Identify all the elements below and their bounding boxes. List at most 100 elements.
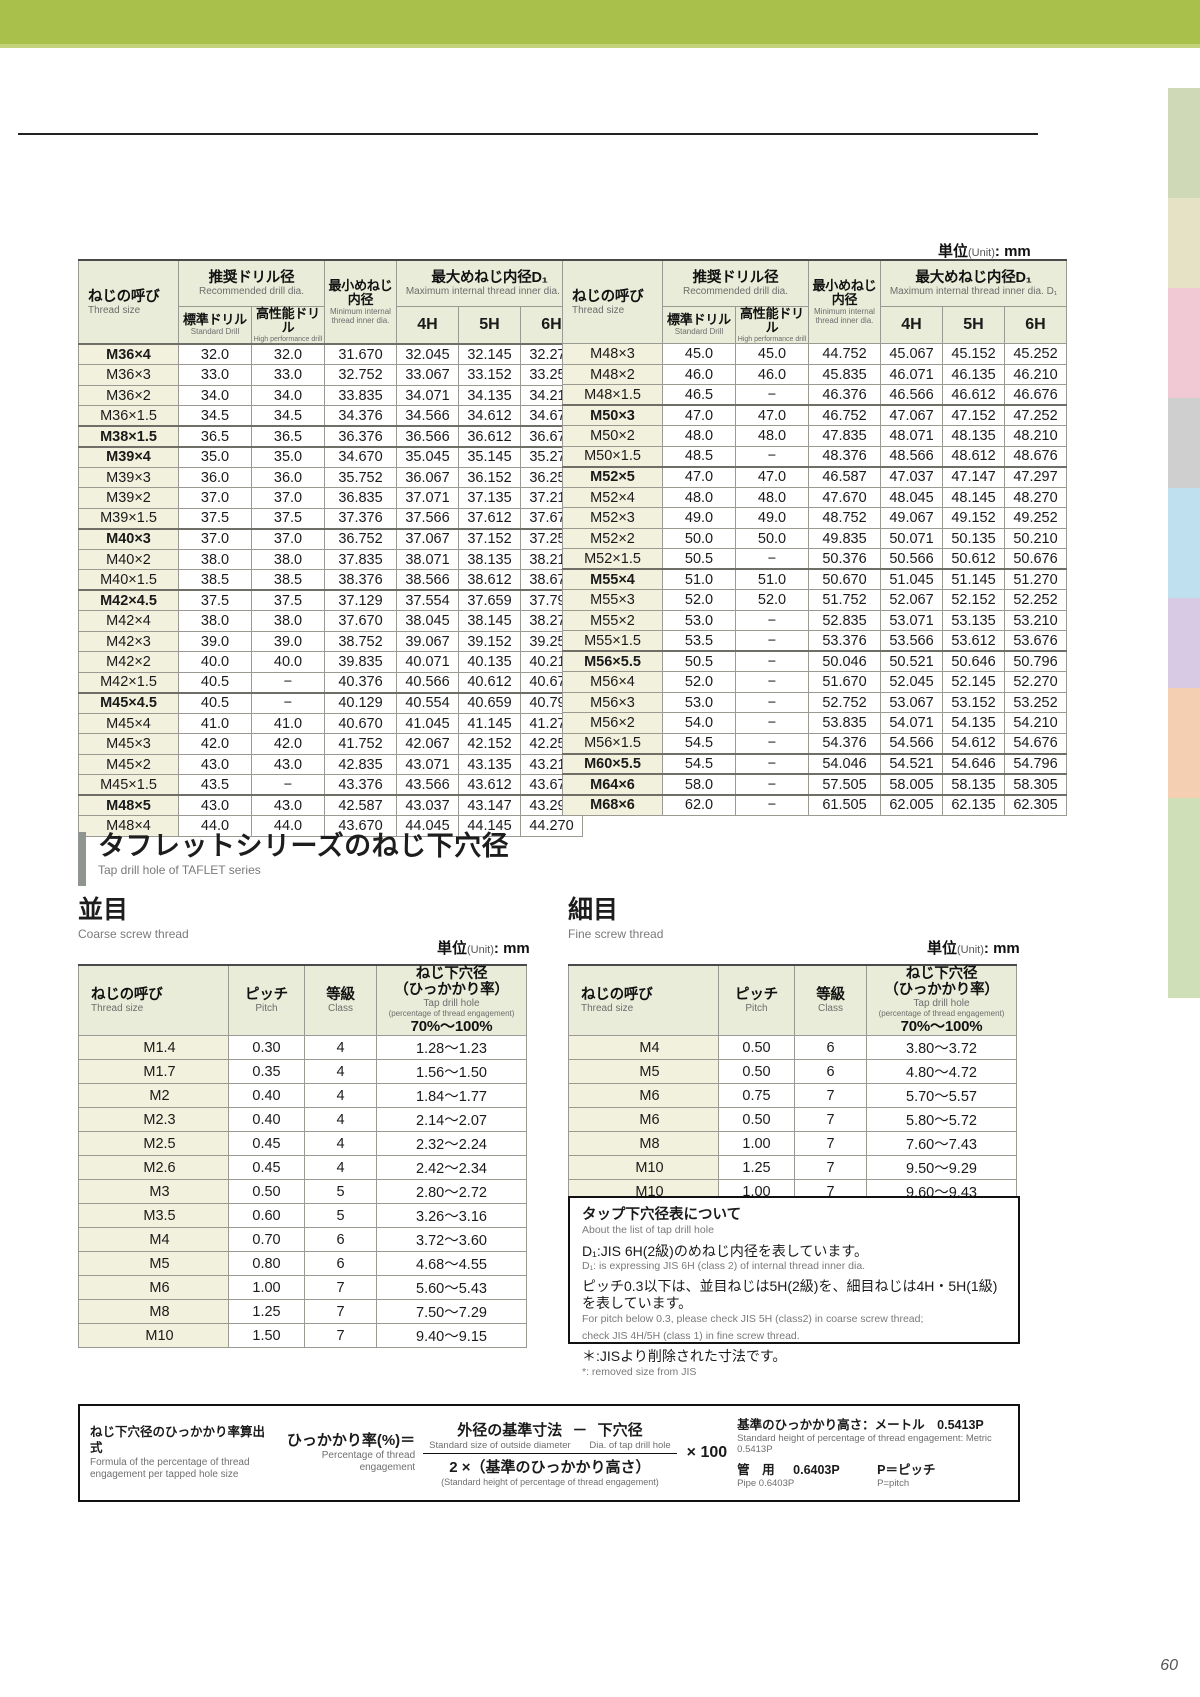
th-5h: 5H [942,305,1005,345]
table-row: M42×3 39.0 39.0 38.752 39.067 39.152 39.252 [78,630,583,653]
cell-standard-drill: 45.0 [662,343,736,365]
side-tab-7[interactable] [1168,688,1200,798]
thread-table-left-body: M36×4 32.0 32.0 31.670 32.045 32.145 32.270 M36… [78,343,583,837]
formula-num-jp1: 外径の基準寸法 [457,1422,563,1439]
note-p1-en: D₁: is expressing JIS 6H (class 2) of in… [582,1260,866,1273]
cell-5h: 35.145 [458,445,521,468]
note-heading-jp: タップ下穴径表について [582,1207,742,1223]
cell-standard-drill: 49.0 [662,507,736,529]
cell-5h: 34.612 [458,405,521,427]
side-tab-5[interactable] [1168,488,1200,598]
th-drill-range: 70%～100% [410,1017,493,1035]
coarse-table-head: ねじの呼び Thread size ピッチ Pitch 等級 Class ねじ下… [78,964,527,1037]
cell-standard-drill: 54.5 [662,752,736,775]
formula-fraction-bar [423,1453,677,1454]
formula-lhs-jp: ひっかかり率(%)＝ [286,1432,416,1449]
cell-high-perf-drill: 51.0 [735,568,809,591]
cell-thread-size: M1.7 [78,1059,229,1085]
cell-5h: 45.152 [942,343,1005,365]
cell-thread-size: M6 [78,1275,229,1301]
th-drill-jp1: ねじ下穴径 [905,966,978,982]
fine-header-row: ねじの呼び Thread size ピッチ Pitch 等級 Class ねじ下… [568,964,1017,1037]
cell-min-inner: 48.752 [808,507,881,529]
cell-min-inner: 33.835 [324,384,397,407]
cell-4h: 37.566 [396,507,459,530]
table-row: M3.5 0.60 5 3.26～3.16 [78,1203,527,1229]
cell-tap-drill-hole: 3.26～3.16 [376,1203,527,1229]
unit-caption-coarse: 単位(Unit): mm [437,937,530,958]
cell-5h: 50.646 [942,650,1005,673]
cell-min-inner: 40.376 [324,671,397,694]
cell-min-inner: 32.752 [324,364,397,386]
cell-5h: 37.135 [458,487,521,509]
side-tab-4[interactable] [1168,398,1200,488]
side-tab-3[interactable] [1168,288,1200,398]
cell-5h: 36.152 [458,466,521,489]
cell-high-perf-drill: − [251,774,325,796]
cell-6h: 44.270 [520,815,583,837]
cell-class: 7 [794,1155,867,1181]
cell-thread-size: M36×3 [78,364,179,386]
header-row-1: ねじの呼び Thread size 推奨ドリル径 Recommended dri… [78,258,583,345]
cell-6h: 48.676 [1004,445,1067,468]
cell-high-perf-drill: 41.0 [251,712,325,735]
cell-6h: 54.796 [1004,752,1067,775]
cell-pitch: 1.50 [228,1323,305,1349]
formula-r2-row-en: Pipe 0.6403P P=pitch [737,1478,1010,1489]
cell-standard-drill: 53.5 [662,630,736,652]
cell-6h: 54.676 [1004,732,1067,755]
table-row: M56×2 54.0−53.835 54.071 54.135 54.210 [562,712,1067,734]
cell-thread-size: M50×2 [562,425,663,447]
table-row: M8 1.00 7 7.60～7.43 [568,1131,1017,1157]
cell-high-perf-drill: − [735,384,809,406]
cell-4h: 34.566 [396,405,459,427]
unit-label-mm: : mm [994,243,1031,260]
cell-high-perf-drill: 40.0 [251,651,325,673]
side-tab-6[interactable] [1168,598,1200,688]
th-thread-size-en: Thread size [581,1003,634,1015]
cell-5h: 48.135 [942,425,1005,447]
cell-high-perf-drill: − [735,650,809,673]
cell-high-perf-drill: 43.0 [251,753,325,776]
cell-5h: 40.659 [458,691,521,714]
table-row: M52×4 48.0 48.0 47.670 48.045 48.145 48.270 [562,486,1067,509]
unit-label-en: (Unit) [467,944,494,956]
cell-4h: 38.566 [396,569,459,591]
cell-5h: 42.152 [458,733,521,755]
cell-thread-size: M39×4 [78,445,179,468]
cell-thread-size: M4 [568,1035,719,1061]
table-row: M42×4.5 37.5 37.5 37.129 37.554 37.659 37.799 [78,589,583,612]
formula-r2-jp-c: P＝ピッチ [877,1462,936,1477]
cell-thread-size: M52×2 [562,527,663,550]
cell-thread-size: M52×4 [562,486,663,509]
side-tab-1[interactable] [1168,88,1200,198]
cell-standard-drill: 53.0 [662,691,736,714]
cell-class: 4 [304,1083,377,1109]
table-row: M48×3 45.0 45.0 44.752 45.067 45.152 45.252 [562,343,1067,365]
note-p3-jp: ＊:JISより削除された寸法です。 [582,1347,787,1364]
table-row: M4 0.70 6 3.72～3.60 [78,1227,527,1253]
cell-6h: 53.210 [1004,609,1067,632]
note-p3-en: *: removed size from JIS [582,1365,697,1378]
side-tab-2[interactable] [1168,198,1200,288]
cell-5h: 38.145 [458,610,521,632]
th-class: 等級 Class [304,964,377,1037]
cell-high-perf-drill: 44.0 [251,815,325,837]
cell-5h: 48.145 [942,486,1005,509]
cell-min-inner: 47.670 [808,486,881,509]
cell-thread-size: M5 [78,1251,229,1277]
cell-thread-size: M45×4 [78,712,179,735]
cell-pitch: 0.75 [718,1083,795,1109]
section-heading-text: タフレットシリーズのねじ下穴径 Tap drill hole of TAFLET… [98,832,509,878]
th-standard-drill-en: Standard Drill [190,326,240,336]
cell-5h: 41.145 [458,712,521,735]
cell-5h: 54.612 [942,732,1005,755]
table-row: M40×3 37.0 37.0 36.752 37.067 37.152 37.252 [78,527,583,550]
cell-min-inner: 42.835 [324,753,397,776]
cell-thread-size: M48×4 [78,815,179,837]
th-drill-en2: (percentage of thread engagement) [388,1008,515,1018]
cell-5h: 49.152 [942,507,1005,529]
cell-thread-size: M36×1.5 [78,405,179,427]
side-tab-8[interactable] [1168,798,1200,998]
cell-thread-size: M10 [78,1323,229,1349]
